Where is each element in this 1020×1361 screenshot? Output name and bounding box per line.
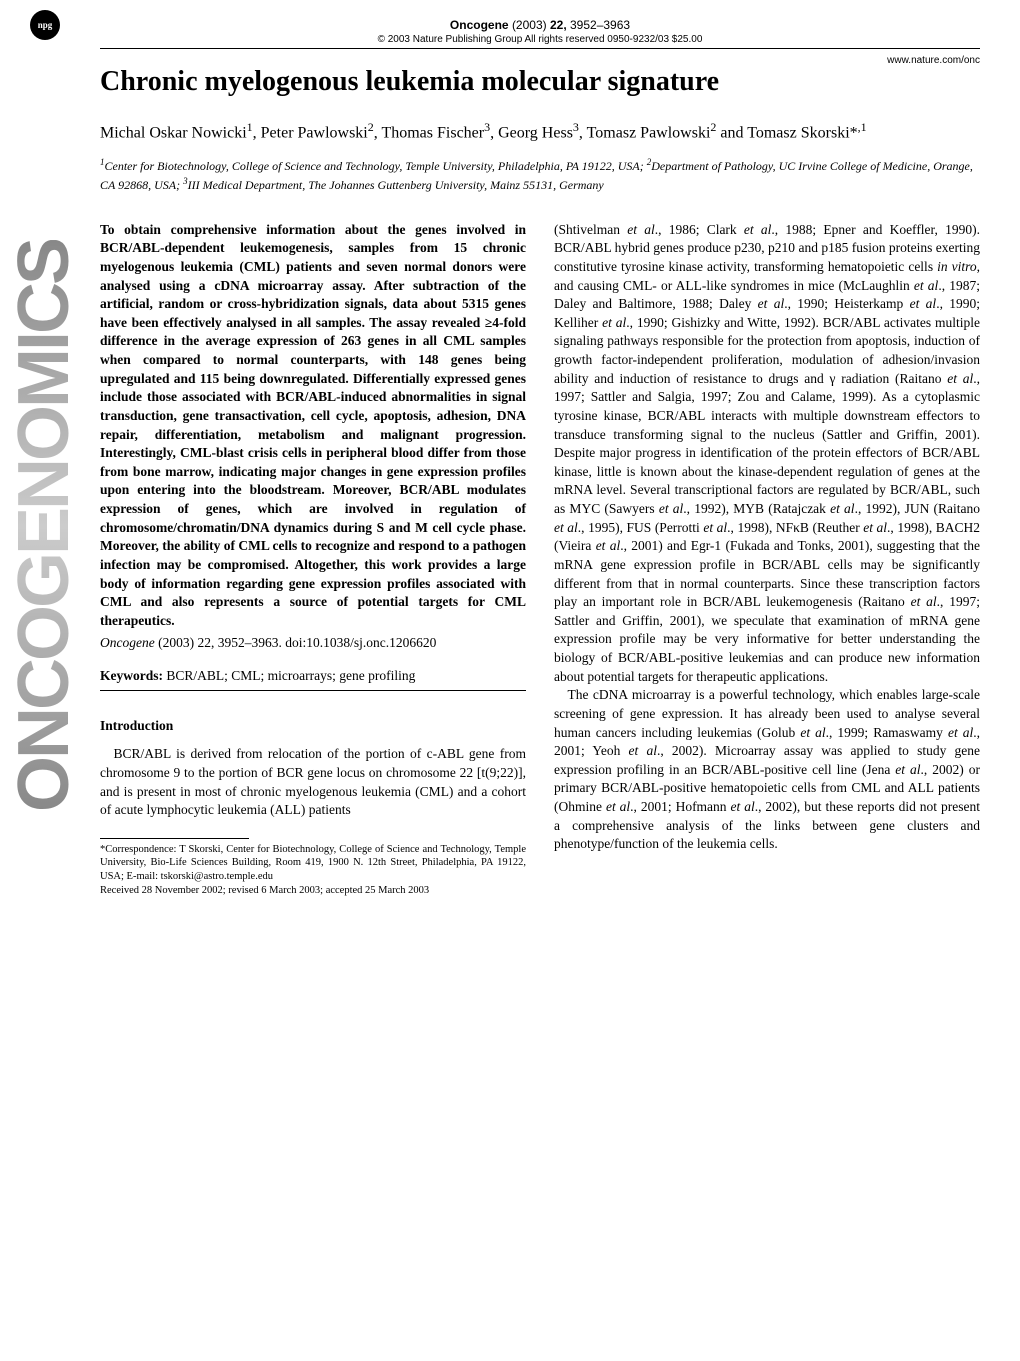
keywords-text: BCR/ABL; CML; microarrays; gene profilin…: [166, 668, 415, 683]
keywords-block: Keywords: BCR/ABL; CML; microarrays; gen…: [100, 667, 526, 691]
journal-volume: 22,: [550, 18, 567, 32]
journal-year: (2003): [512, 18, 547, 32]
section-brand: ONCOGENOMICS: [14, 240, 75, 812]
journal-url: www.nature.com/onc: [100, 55, 980, 66]
abstract-citation: Oncogene (2003) 22, 3952–3963. doi:10.10…: [100, 634, 526, 653]
left-column: To obtain comprehensive information abou…: [100, 221, 526, 898]
sidebar: npg ONCOGENOMICS: [0, 0, 90, 1361]
author-list: Michal Oskar Nowicki1, Peter Pawlowski2,…: [100, 120, 980, 142]
footnote-rule: [100, 838, 249, 839]
received-footnote: Received 28 November 2002; revised 6 Mar…: [100, 884, 526, 898]
section-heading-introduction: Introduction: [100, 717, 526, 736]
affiliations: 1Center for Biotechnology, College of Sc…: [100, 156, 980, 192]
article-title: Chronic myelogenous leukemia molecular s…: [100, 66, 980, 98]
right-paragraph-1: (Shtivelman et al., 1986; Clark et al., …: [554, 221, 980, 687]
page-root: npg ONCOGENOMICS Oncogene (2003) 22, 395…: [0, 0, 1020, 1361]
page-header: Oncogene (2003) 22, 3952–3963 © 2003 Nat…: [100, 0, 980, 66]
keywords-label: Keywords:: [100, 668, 163, 683]
publisher-logo: npg: [30, 10, 60, 40]
intro-paragraph-1: BCR/ABL is derived from relocation of th…: [100, 745, 526, 820]
two-column-body: To obtain comprehensive information abou…: [100, 221, 980, 898]
correspondence-footnote: *Correspondence: T Skorski, Center for B…: [100, 843, 526, 884]
journal-name: Oncogene: [450, 18, 509, 32]
right-paragraph-2: The cDNA microarray is a powerful techno…: [554, 686, 980, 854]
citation-journal: Oncogene: [100, 635, 155, 650]
abstract-text: To obtain comprehensive information abou…: [100, 221, 526, 631]
header-rule-top: [100, 48, 980, 49]
citation-details: (2003) 22, 3952–3963. doi:10.1038/sj.onc…: [158, 635, 436, 650]
keywords-rule: [100, 690, 526, 691]
right-column: (Shtivelman et al., 1986; Clark et al., …: [554, 221, 980, 898]
journal-citation: Oncogene (2003) 22, 3952–3963: [100, 18, 980, 32]
journal-pages: 3952–3963: [570, 18, 630, 32]
main-content: Oncogene (2003) 22, 3952–3963 © 2003 Nat…: [90, 0, 1020, 1361]
copyright-line: © 2003 Nature Publishing Group All right…: [100, 34, 980, 45]
